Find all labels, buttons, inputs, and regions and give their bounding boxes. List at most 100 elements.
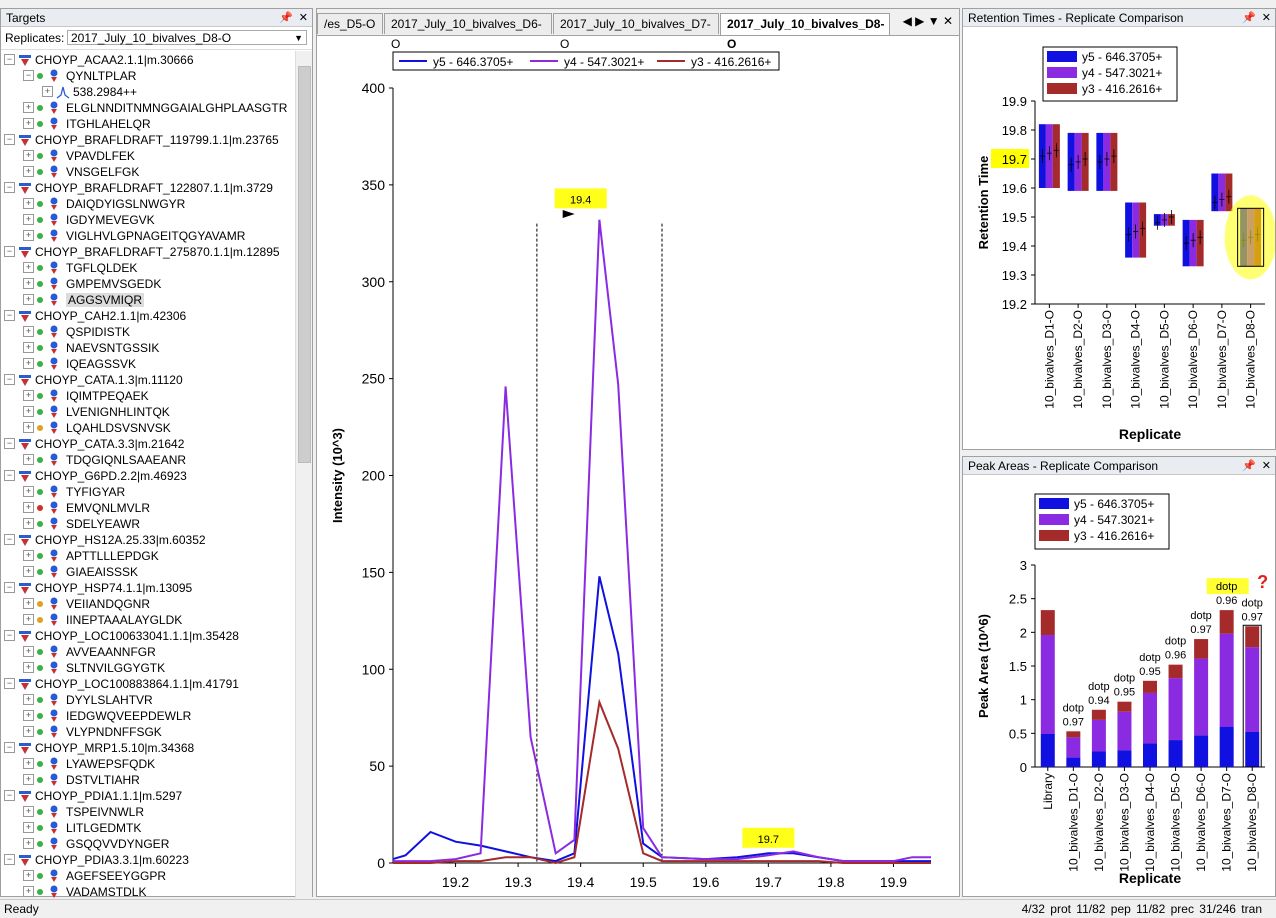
peptide-node[interactable]: + IGDYMEVEGVK xyxy=(1,211,297,227)
expand-icon[interactable]: + xyxy=(23,774,34,786)
collapse-icon[interactable]: − xyxy=(4,374,15,386)
peptide-node[interactable]: + APTTLLLEPDGK xyxy=(1,547,297,563)
peptide-node[interactable]: + VADAMSTDLK xyxy=(1,883,297,898)
protein-node[interactable]: − CHOYP_BRAFLDRAFT_119799.1.1|m.23765 xyxy=(1,131,297,147)
expand-icon[interactable]: + xyxy=(23,486,34,498)
expand-icon[interactable]: + xyxy=(23,518,34,530)
expand-icon[interactable]: + xyxy=(23,646,34,658)
collapse-icon[interactable]: − xyxy=(4,182,15,194)
expand-icon[interactable]: + xyxy=(23,454,34,466)
protein-node[interactable]: − CHOYP_PDIA1.1.1|m.5297 xyxy=(1,787,297,803)
protein-node[interactable]: − CHOYP_PDIA3.3.1|m.60223 xyxy=(1,851,297,867)
peptide-node[interactable]: + AGEFSEEYGGPR xyxy=(1,867,297,883)
collapse-icon[interactable]: − xyxy=(4,310,15,322)
protein-node[interactable]: − CHOYP_LOC100633041.1.1|m.35428 xyxy=(1,627,297,643)
peptide-node[interactable]: + EMVQNLMVLR xyxy=(1,499,297,515)
tab-d8[interactable]: 2017_July_10_bivalves_D8-O xyxy=(720,13,890,51)
expand-icon[interactable]: + xyxy=(23,614,34,626)
expand-icon[interactable]: + xyxy=(23,102,34,114)
peptide-node[interactable]: + LITLGEDMTK xyxy=(1,819,297,835)
pin-icon[interactable]: 📌 xyxy=(1242,12,1256,24)
expand-icon[interactable]: + xyxy=(23,406,34,418)
collapse-icon[interactable]: − xyxy=(4,854,15,866)
expand-icon[interactable]: + xyxy=(23,502,34,514)
close-icon[interactable]: ✕ xyxy=(298,12,308,24)
expand-icon[interactable]: + xyxy=(23,566,34,578)
targets-scrollbar[interactable] xyxy=(295,51,312,898)
peptide-node[interactable]: + VIGLHVLGPNAGEITQGYAVAMR xyxy=(1,227,297,243)
expand-icon[interactable]: + xyxy=(23,278,34,290)
expand-icon[interactable]: + xyxy=(23,422,34,434)
expand-icon[interactable]: + xyxy=(23,550,34,562)
peptide-node[interactable]: + GIAEAISSSK xyxy=(1,563,297,579)
peptide-node[interactable]: + SDELYEAWR xyxy=(1,515,297,531)
expand-icon[interactable]: + xyxy=(23,342,34,354)
peptide-node[interactable]: + IINEPTAAALAYGLDK xyxy=(1,611,297,627)
peptide-node[interactable]: + IQIMTPEQAEK xyxy=(1,387,297,403)
expand-icon[interactable]: + xyxy=(23,358,34,370)
close-icon[interactable]: ✕ xyxy=(1261,460,1271,472)
expand-icon[interactable]: + xyxy=(23,150,34,162)
expand-icon[interactable]: + xyxy=(23,214,34,226)
tab-close-icon[interactable]: ✕ xyxy=(942,14,953,28)
expand-icon[interactable]: + xyxy=(23,886,34,898)
protein-node[interactable]: − CHOYP_CAH2.1.1|m.42306 xyxy=(1,307,297,323)
peptide-node[interactable]: + DYYLSLAHTVR xyxy=(1,691,297,707)
expand-icon[interactable]: + xyxy=(23,806,34,818)
collapse-icon[interactable]: − xyxy=(4,134,15,146)
peptide-node[interactable]: + GMPEMVSGEDK xyxy=(1,275,297,291)
retention-times-chart[interactable]: 19.2 19.3 19.4 19.5 19.6 19.7 19.8 19.9 10_bival… xyxy=(963,27,1276,449)
tab-controls[interactable]: ◀ ▶ ▼ ✕ xyxy=(903,14,953,28)
protein-node[interactable]: − CHOYP_BRAFLDRAFT_122807.1.1|m.3729 xyxy=(1,179,297,195)
expand-icon[interactable]: + xyxy=(23,838,34,850)
peptide-node[interactable]: + LQAHLDSVSNVSK xyxy=(1,419,297,435)
replicates-dropdown[interactable]: 2017_July_10_bivalves_D8-O ▼ xyxy=(67,30,307,45)
expand-icon[interactable]: + xyxy=(23,166,34,178)
collapse-icon[interactable]: − xyxy=(4,742,15,754)
expand-icon[interactable]: + xyxy=(23,710,34,722)
collapse-icon[interactable]: − xyxy=(4,630,15,642)
peptide-node[interactable]: + TSPEIVNWLR xyxy=(1,803,297,819)
collapse-icon[interactable]: − xyxy=(4,246,15,258)
precursor-node[interactable]: +538.2984++ xyxy=(1,83,297,99)
peptide-node[interactable]: + TDQGIQNLSAAEANR xyxy=(1,451,297,467)
collapse-icon[interactable]: − xyxy=(4,582,15,594)
expand-icon[interactable]: + xyxy=(23,230,34,242)
scrollbar-thumb[interactable] xyxy=(298,66,311,463)
tab-d6[interactable]: 2017_July_10_bivalves_D6-O xyxy=(384,13,552,51)
peptide-node[interactable]: + ITGHLAHELQR xyxy=(1,115,297,131)
peptide-node[interactable]: + DAIQDYIGSLNWGYR xyxy=(1,195,297,211)
peptide-node[interactable]: + IQEAGSSVK xyxy=(1,355,297,371)
protein-node[interactable]: − CHOYP_HS12A.25.33|m.60352 xyxy=(1,531,297,547)
expand-icon[interactable]: + xyxy=(23,694,34,706)
expand-icon[interactable]: + xyxy=(23,198,34,210)
peptide-node[interactable]: + GSQQVVDYNGER xyxy=(1,835,297,851)
expand-icon[interactable]: + xyxy=(23,390,34,402)
peptide-node[interactable]: + ELGLNNDITNMNGGAIALGHPLAASGTR xyxy=(1,99,297,115)
peptide-node[interactable]: + NAEVSNTGSSIK xyxy=(1,339,297,355)
collapse-icon[interactable]: − xyxy=(4,54,15,66)
chromatogram-chart[interactable]: 0 50 100 150 200 250 300 350 400 19.2 19.3 19.4 19.5… xyxy=(317,36,959,914)
pin-icon[interactable]: 📌 xyxy=(279,12,293,24)
collapse-icon[interactable]: − xyxy=(4,470,15,482)
protein-node[interactable]: − CHOYP_BRAFLDRAFT_275870.1.1|m.12895 xyxy=(1,243,297,259)
tab-d7[interactable]: 2017_July_10_bivalves_D7-O xyxy=(553,13,719,51)
collapse-icon[interactable]: − xyxy=(4,438,15,450)
protein-node[interactable]: − CHOYP_CATA.3.3|m.21642 xyxy=(1,435,297,451)
expand-icon[interactable]: + xyxy=(23,326,34,338)
expand-icon[interactable]: + xyxy=(23,262,34,274)
collapse-icon[interactable]: − xyxy=(23,70,34,82)
tab-scroll-icon[interactable]: ◀ ▶ xyxy=(902,14,925,28)
collapse-icon[interactable]: − xyxy=(4,534,15,546)
pin-icon[interactable]: 📌 xyxy=(1242,460,1256,472)
peptide-node[interactable]: + AGGSVMIQR xyxy=(1,291,297,307)
peptide-node[interactable]: + SLTNVILGGYGTK xyxy=(1,659,297,675)
protein-node[interactable]: − CHOYP_HSP74.1.1|m.13095 xyxy=(1,579,297,595)
peptide-node[interactable]: + VLYPNDNFFSGK xyxy=(1,723,297,739)
expand-icon[interactable]: + xyxy=(23,118,34,130)
peptide-node[interactable]: + VEIIANDQGNR xyxy=(1,595,297,611)
collapse-icon[interactable]: − xyxy=(4,678,15,690)
protein-node[interactable]: − CHOYP_CATA.1.3|m.11120 xyxy=(1,371,297,387)
peptide-node[interactable]: + LYAWEPSFQDK xyxy=(1,755,297,771)
expand-icon[interactable]: + xyxy=(23,662,34,674)
